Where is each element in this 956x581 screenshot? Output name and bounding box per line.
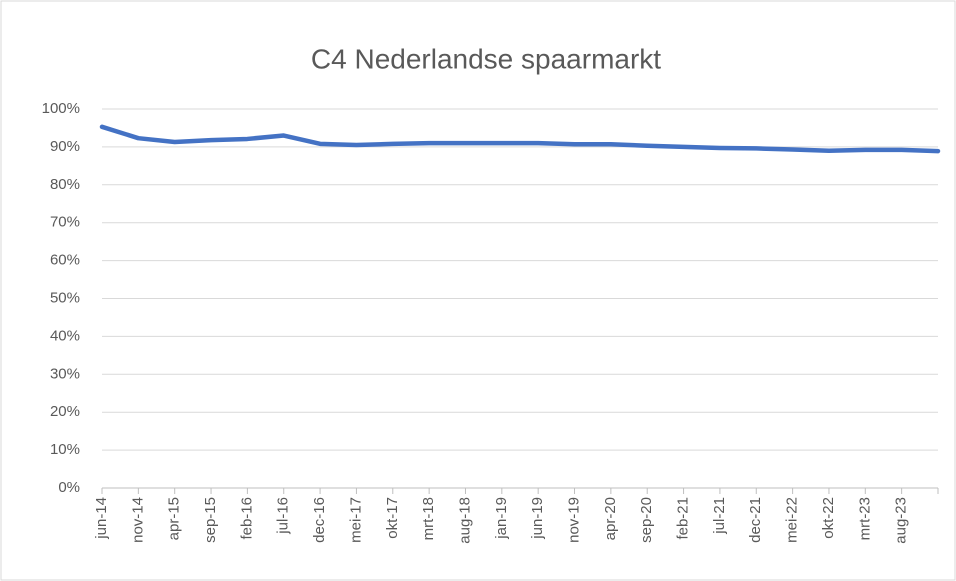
x-tick-label: dec-21 — [747, 497, 764, 543]
x-tick-label: okt-17 — [384, 497, 401, 539]
x-tick-label: nov-19 — [565, 497, 582, 543]
y-tick-label: 20% — [50, 403, 80, 420]
x-tick-label: dec-16 — [311, 497, 328, 543]
x-tick-label: jan-19 — [493, 497, 510, 540]
y-tick-label: 30% — [50, 365, 80, 382]
y-tick-label: 50% — [50, 289, 80, 306]
y-tick-label: 100% — [42, 100, 80, 117]
x-tick-label: jul-16 — [275, 497, 292, 535]
x-tick-label: jun-14 — [93, 497, 110, 540]
x-tick-label: jul-21 — [711, 497, 728, 535]
x-tick-label: nov-14 — [129, 497, 146, 543]
line-series — [99, 124, 941, 154]
x-tick-label: mrt-18 — [420, 497, 437, 540]
x-tick-label: sep-15 — [202, 497, 219, 543]
x-tick-label: feb-16 — [238, 497, 255, 540]
y-tick-label: 90% — [50, 138, 80, 155]
x-tick-label: okt-22 — [820, 497, 837, 539]
y-tick-label: 60% — [50, 252, 80, 269]
x-tick-label: feb-21 — [675, 497, 692, 540]
y-tick-label: 10% — [50, 441, 80, 458]
x-tick-label: jun-19 — [529, 497, 546, 540]
y-tick-label: 40% — [50, 327, 80, 344]
x-tick-label: mei-17 — [347, 497, 364, 543]
x-tick-label: mrt-23 — [856, 497, 873, 540]
y-tick-label: 80% — [50, 176, 80, 193]
y-tick-label: 0% — [58, 479, 80, 496]
x-tick-label: mei-22 — [784, 497, 801, 543]
x-tick-label: apr-20 — [602, 497, 619, 540]
x-tick-label: aug-23 — [893, 497, 910, 544]
x-tick-label: sep-20 — [638, 497, 655, 543]
x-tick-label: aug-18 — [456, 497, 473, 544]
y-tick-label: 70% — [50, 214, 80, 231]
x-tick-label: apr-15 — [166, 497, 183, 540]
chart-title: C4 Nederlandse spaarmarkt — [311, 43, 661, 74]
